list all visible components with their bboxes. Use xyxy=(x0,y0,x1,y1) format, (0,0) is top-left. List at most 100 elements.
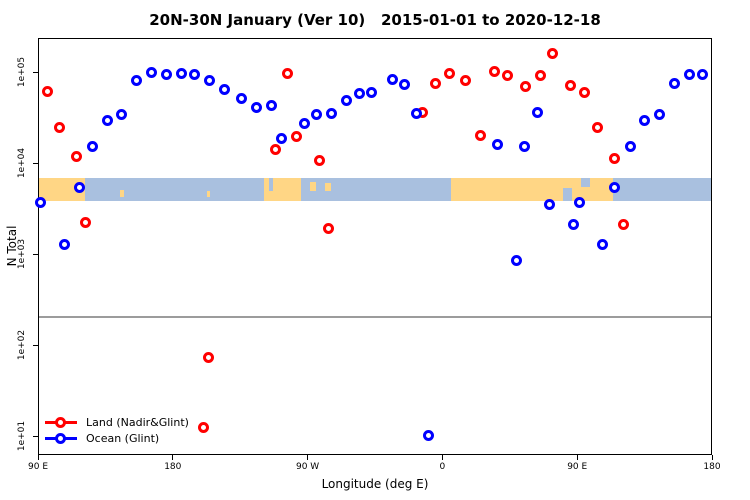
x-tick-mark xyxy=(711,455,713,460)
data-point-land xyxy=(70,151,82,163)
data-point-ocean xyxy=(160,68,172,80)
legend-dot-icon xyxy=(55,416,66,428)
data-point-ocean xyxy=(35,196,46,208)
data-point-ocean xyxy=(544,198,556,210)
data-point-land xyxy=(291,130,303,142)
data-point-ocean xyxy=(189,68,201,80)
data-point-ocean xyxy=(668,77,680,89)
x-tick-label: 180 xyxy=(164,462,182,472)
data-point-land xyxy=(430,77,442,89)
y-tick-mark xyxy=(33,71,38,73)
legend-dot-icon xyxy=(55,432,66,444)
data-point-land xyxy=(202,352,214,364)
data-point-land xyxy=(502,70,514,82)
data-point-ocean xyxy=(511,254,523,266)
legend-label: Land (Nadir&Glint) xyxy=(86,415,189,429)
data-point-land xyxy=(565,79,577,91)
legend: Land (Nadir&Glint) Ocean (Glint) xyxy=(45,414,189,446)
data-point-ocean xyxy=(608,182,620,194)
data-point-ocean xyxy=(219,83,231,95)
data-point-land xyxy=(608,152,620,164)
map-land-segment xyxy=(119,189,125,197)
x-tick-label: 0 xyxy=(439,462,446,472)
legend-marker xyxy=(45,432,77,444)
data-point-ocean xyxy=(102,115,114,127)
x-tick-mark xyxy=(37,455,39,460)
data-point-ocean xyxy=(638,115,650,127)
data-point-land xyxy=(198,422,210,434)
y-tick-mark xyxy=(33,253,38,255)
data-point-ocean xyxy=(354,88,366,100)
plot-area: Land (Nadir&Glint) Ocean (Glint) xyxy=(35,38,712,455)
x-tick-label: 90 E xyxy=(567,462,588,472)
reference-line xyxy=(39,316,711,319)
data-point-ocean xyxy=(265,100,277,112)
data-point-land xyxy=(282,67,294,79)
legend-item: Ocean (Glint) xyxy=(45,430,189,446)
data-point-ocean xyxy=(568,218,580,230)
data-point-ocean xyxy=(250,101,262,113)
data-point-ocean xyxy=(518,141,530,153)
data-point-land xyxy=(42,86,54,98)
data-point-land xyxy=(488,65,500,77)
map-land-segment xyxy=(263,178,302,202)
data-point-ocean xyxy=(697,68,708,80)
y-tick-label: 1e+04 xyxy=(17,147,27,179)
map-ocean-patch xyxy=(581,178,591,188)
x-tick-label: 180 xyxy=(703,462,721,472)
data-point-ocean xyxy=(115,108,127,120)
legend-item: Land (Nadir&Glint) xyxy=(45,414,189,430)
y-tick-mark xyxy=(33,162,38,164)
x-tick-mark xyxy=(172,455,174,460)
chart-title: 20N-30N January (Ver 10) 2015-01-01 to 2… xyxy=(149,11,601,29)
y-tick-mark xyxy=(33,344,38,346)
x-tick-mark xyxy=(441,455,443,460)
data-point-ocean xyxy=(625,141,637,153)
data-point-ocean xyxy=(145,66,157,78)
data-point-land xyxy=(592,122,604,134)
data-point-land xyxy=(322,222,334,234)
map-land-segment xyxy=(325,182,332,191)
data-point-ocean xyxy=(310,108,322,120)
data-point-ocean xyxy=(366,87,377,99)
data-point-ocean xyxy=(276,132,288,144)
data-point-ocean xyxy=(235,92,247,104)
legend-marker xyxy=(45,416,77,428)
map-ocean-patch xyxy=(563,188,573,202)
data-point-ocean xyxy=(422,430,434,442)
data-point-land xyxy=(460,74,472,86)
y-tick-label: 1e+01 xyxy=(17,420,27,452)
data-point-land xyxy=(54,122,66,134)
map-land-segment xyxy=(310,181,317,191)
data-point-ocean xyxy=(491,139,503,151)
map-land-segment xyxy=(206,190,210,197)
data-point-ocean xyxy=(683,68,695,80)
y-tick-mark xyxy=(33,435,38,437)
data-point-land xyxy=(443,67,455,79)
data-point-ocean xyxy=(204,74,216,86)
data-point-land xyxy=(535,70,547,82)
x-tick-label: 90 W xyxy=(295,462,320,472)
x-tick-mark xyxy=(576,455,578,460)
data-point-ocean xyxy=(596,238,608,250)
data-point-land xyxy=(578,86,590,98)
x-tick-label: 90 E xyxy=(28,462,48,472)
data-point-land xyxy=(547,48,559,60)
data-point-land xyxy=(475,129,487,141)
map-land-segment xyxy=(39,178,86,202)
data-point-ocean xyxy=(175,67,187,79)
world-map-band xyxy=(39,178,711,202)
data-point-ocean xyxy=(340,94,352,106)
data-point-ocean xyxy=(574,196,586,208)
map-ocean-patch xyxy=(268,178,273,191)
data-point-land xyxy=(520,80,532,92)
y-tick-label: 1e+02 xyxy=(17,329,27,361)
data-point-ocean xyxy=(73,182,85,194)
data-point-ocean xyxy=(58,238,70,250)
legend-label: Ocean (Glint) xyxy=(86,431,160,445)
data-point-ocean xyxy=(386,73,398,85)
x-tick-mark xyxy=(307,455,309,460)
data-point-ocean xyxy=(87,141,99,153)
data-point-land xyxy=(270,144,282,156)
data-point-land xyxy=(617,218,629,230)
